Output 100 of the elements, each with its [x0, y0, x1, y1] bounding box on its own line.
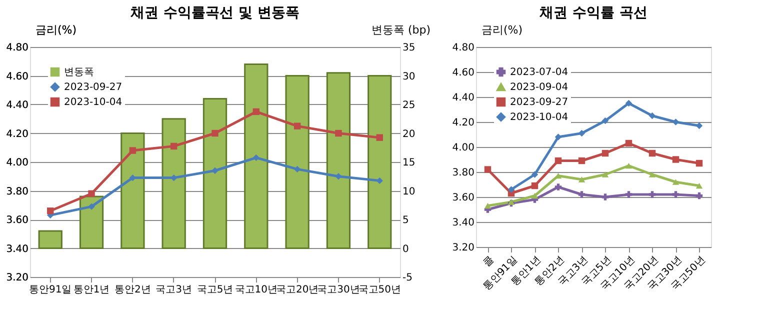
point	[294, 122, 301, 130]
point	[376, 177, 383, 184]
y2-tick-label: 10	[402, 186, 416, 198]
y2-tick-label: 15	[402, 158, 416, 168]
bar	[368, 75, 392, 249]
y-tick-label: 3.20	[6, 272, 28, 284]
y2-tick-label: 25	[402, 100, 416, 111]
point	[508, 186, 515, 193]
point	[170, 142, 178, 150]
x-tick-label: 통안91일	[29, 284, 72, 296]
point	[672, 118, 680, 126]
y2-tick-label: 5	[402, 215, 409, 226]
x-tick-label: 국고3년	[156, 284, 192, 296]
y-tick-label: 4.20	[6, 128, 28, 140]
point	[648, 112, 656, 120]
legend-label: 2023-07-04	[510, 67, 568, 78]
point	[376, 134, 383, 141]
point	[602, 172, 609, 178]
bar	[285, 75, 310, 249]
point	[602, 194, 609, 200]
point	[484, 202, 492, 209]
y-axis-title: 금리(%)	[482, 24, 523, 36]
bar	[244, 64, 268, 249]
point	[335, 173, 342, 180]
point	[602, 117, 609, 124]
point	[625, 191, 632, 198]
point	[294, 166, 301, 173]
point	[625, 100, 632, 107]
bar	[120, 132, 145, 249]
legend-label: 변동폭	[64, 67, 94, 78]
legend-label: 2023-09-04	[510, 82, 568, 93]
point	[212, 167, 218, 174]
y-tick-label: 3.60	[6, 215, 28, 226]
point	[335, 130, 342, 137]
point	[578, 176, 586, 182]
bar	[326, 72, 351, 249]
y-tick-label: 4.80	[452, 42, 474, 54]
y-tick-label: 3.80	[452, 168, 474, 178]
x-tick-label: 국고10년	[234, 284, 278, 296]
point	[554, 134, 562, 140]
point	[602, 150, 609, 157]
bar	[38, 230, 62, 249]
y-tick-label: 4.00	[452, 142, 474, 154]
point	[554, 157, 562, 164]
point	[578, 157, 586, 164]
y-tick-label: 4.80	[6, 42, 28, 54]
y-tick-label: 4.00	[6, 158, 28, 168]
point	[212, 130, 218, 137]
point	[88, 203, 95, 210]
x-tick-label: 국고5년	[196, 284, 234, 296]
legend-label: 2023-09-27	[64, 82, 122, 93]
chart-title: 채권 수익률 곡선	[538, 5, 648, 21]
point	[648, 172, 656, 178]
y2-tick-label: 0	[402, 244, 409, 255]
point	[252, 108, 260, 116]
y-tick-label: 3.20	[452, 242, 474, 254]
y-tick-label: 4.20	[452, 118, 474, 128]
point	[252, 154, 260, 162]
x-tick-label: 통안2년	[114, 284, 151, 296]
bar	[162, 118, 186, 249]
y-tick-label: 4.40	[6, 100, 28, 111]
y2-tick-label: 30	[402, 71, 416, 82]
point	[531, 182, 538, 190]
y-axis-title: 금리(%)	[36, 24, 77, 36]
point	[484, 166, 492, 173]
y-tick-label: 4.40	[452, 92, 474, 104]
y-tick-label: 4.60	[452, 68, 474, 78]
legend-label: 2023-10-04	[510, 112, 568, 123]
y-tick-label: 3.60	[452, 192, 474, 204]
legend-label: 2023-09-27	[510, 97, 568, 108]
point	[648, 191, 656, 198]
x-tick-label: 국고50년	[358, 284, 401, 296]
y2-tick-label: 35	[402, 42, 416, 54]
point	[88, 190, 95, 197]
x-tick-label: 국고30년	[317, 284, 360, 296]
y-tick-label: 3.40	[6, 244, 28, 255]
point	[531, 171, 538, 178]
y2-tick-label: -5	[402, 272, 412, 284]
chart-title: 채권 수익률곡선 및 변동폭	[130, 5, 300, 21]
point	[696, 182, 703, 189]
legend-label: 2023-10-04	[64, 97, 122, 108]
point	[672, 191, 680, 198]
point	[531, 192, 538, 199]
point	[625, 140, 632, 147]
point	[696, 122, 703, 130]
point	[129, 147, 136, 154]
x-tick-label: 국고20년	[276, 284, 319, 296]
bar	[202, 98, 228, 249]
point	[648, 150, 656, 157]
point	[696, 160, 703, 167]
point	[625, 162, 632, 169]
x-tick-label: 통안1년	[73, 284, 110, 296]
point	[578, 191, 586, 198]
y2-tick-label: 20	[402, 128, 416, 140]
y-tick-label: 4.60	[6, 71, 28, 82]
bar	[79, 196, 104, 249]
y-tick-label: 3.80	[6, 186, 28, 198]
point	[672, 156, 680, 163]
point	[672, 179, 680, 185]
point	[554, 184, 562, 190]
